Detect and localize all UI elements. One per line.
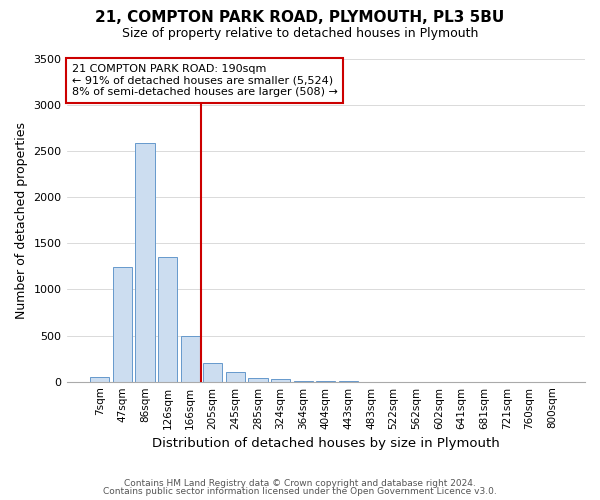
Text: 21 COMPTON PARK ROAD: 190sqm
← 91% of detached houses are smaller (5,524)
8% of : 21 COMPTON PARK ROAD: 190sqm ← 91% of de… [72, 64, 338, 97]
Text: 21, COMPTON PARK ROAD, PLYMOUTH, PL3 5BU: 21, COMPTON PARK ROAD, PLYMOUTH, PL3 5BU [95, 10, 505, 25]
Bar [248, 378, 268, 382]
Bar [293, 381, 313, 382]
Bar [181, 336, 200, 382]
Bar [158, 257, 177, 382]
Bar [90, 377, 109, 382]
Bar [226, 372, 245, 382]
X-axis label: Distribution of detached houses by size in Plymouth: Distribution of detached houses by size … [152, 437, 500, 450]
Text: Contains public sector information licensed under the Open Government Licence v3: Contains public sector information licen… [103, 488, 497, 496]
Text: Contains HM Land Registry data © Crown copyright and database right 2024.: Contains HM Land Registry data © Crown c… [124, 478, 476, 488]
Bar [203, 363, 223, 382]
Bar [136, 143, 155, 382]
Y-axis label: Number of detached properties: Number of detached properties [15, 122, 28, 319]
Text: Size of property relative to detached houses in Plymouth: Size of property relative to detached ho… [122, 28, 478, 40]
Bar [113, 268, 132, 382]
Bar [271, 380, 290, 382]
